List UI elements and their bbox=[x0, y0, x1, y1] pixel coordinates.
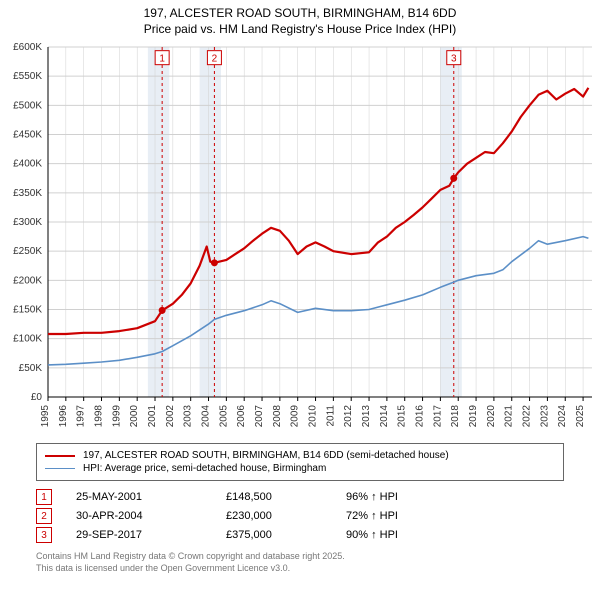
sale-date: 25-MAY-2001 bbox=[76, 491, 226, 503]
svg-text:2015: 2015 bbox=[397, 405, 408, 428]
svg-text:1997: 1997 bbox=[76, 405, 87, 428]
svg-text:2022: 2022 bbox=[522, 405, 533, 428]
svg-text:2012: 2012 bbox=[343, 405, 354, 428]
sale-price: £148,500 bbox=[226, 491, 346, 503]
svg-text:2025: 2025 bbox=[575, 405, 586, 428]
footnote-line: This data is licensed under the Open Gov… bbox=[36, 563, 564, 575]
svg-text:2000: 2000 bbox=[129, 405, 140, 428]
svg-text:£250K: £250K bbox=[13, 246, 42, 257]
svg-text:£350K: £350K bbox=[13, 188, 42, 199]
svg-text:£100K: £100K bbox=[13, 334, 42, 345]
table-row: 1 25-MAY-2001 £148,500 96% ↑ HPI bbox=[36, 489, 564, 505]
svg-text:2006: 2006 bbox=[236, 405, 247, 428]
svg-text:3: 3 bbox=[451, 54, 457, 65]
svg-text:£400K: £400K bbox=[13, 159, 42, 170]
svg-text:2020: 2020 bbox=[486, 405, 497, 428]
svg-text:1995: 1995 bbox=[40, 405, 51, 428]
legend-swatch bbox=[45, 468, 75, 469]
chart-container: 197, ALCESTER ROAD SOUTH, BIRMINGHAM, B1… bbox=[0, 0, 600, 590]
svg-text:£550K: £550K bbox=[13, 71, 42, 82]
footnote: Contains HM Land Registry data © Crown c… bbox=[36, 551, 564, 574]
svg-text:2021: 2021 bbox=[504, 405, 515, 428]
sale-price: £230,000 bbox=[226, 510, 346, 522]
svg-text:2010: 2010 bbox=[308, 405, 319, 428]
svg-text:£500K: £500K bbox=[13, 101, 42, 112]
sale-marker: 2 bbox=[36, 508, 52, 524]
svg-text:2023: 2023 bbox=[539, 405, 550, 428]
title-line-2: Price paid vs. HM Land Registry's House … bbox=[0, 22, 600, 38]
svg-text:2003: 2003 bbox=[183, 405, 194, 428]
sale-hpi: 90% ↑ HPI bbox=[346, 529, 466, 541]
svg-text:2014: 2014 bbox=[379, 405, 390, 428]
sale-hpi: 96% ↑ HPI bbox=[346, 491, 466, 503]
sale-price: £375,000 bbox=[226, 529, 346, 541]
svg-text:1996: 1996 bbox=[58, 405, 69, 428]
svg-text:£450K: £450K bbox=[13, 130, 42, 141]
sale-hpi: 72% ↑ HPI bbox=[346, 510, 466, 522]
legend-item: 197, ALCESTER ROAD SOUTH, BIRMINGHAM, B1… bbox=[45, 450, 555, 461]
svg-text:1: 1 bbox=[159, 54, 165, 65]
svg-text:2007: 2007 bbox=[254, 405, 265, 428]
svg-text:2013: 2013 bbox=[361, 405, 372, 428]
chart-title: 197, ALCESTER ROAD SOUTH, BIRMINGHAM, B1… bbox=[0, 0, 600, 37]
svg-text:£0: £0 bbox=[31, 392, 43, 403]
sale-marker: 1 bbox=[36, 489, 52, 505]
svg-text:2004: 2004 bbox=[201, 405, 212, 428]
legend: 197, ALCESTER ROAD SOUTH, BIRMINGHAM, B1… bbox=[36, 443, 564, 481]
title-line-1: 197, ALCESTER ROAD SOUTH, BIRMINGHAM, B1… bbox=[0, 6, 600, 22]
svg-text:1999: 1999 bbox=[111, 405, 122, 428]
svg-text:2024: 2024 bbox=[557, 405, 568, 428]
sale-date: 29-SEP-2017 bbox=[76, 529, 226, 541]
footnote-line: Contains HM Land Registry data © Crown c… bbox=[36, 551, 564, 563]
svg-text:1998: 1998 bbox=[94, 405, 105, 428]
legend-item: HPI: Average price, semi-detached house,… bbox=[45, 463, 555, 474]
svg-text:2019: 2019 bbox=[468, 405, 479, 428]
legend-label: HPI: Average price, semi-detached house,… bbox=[83, 463, 326, 474]
table-row: 2 30-APR-2004 £230,000 72% ↑ HPI bbox=[36, 508, 564, 524]
svg-text:£50K: £50K bbox=[19, 363, 43, 374]
svg-text:2018: 2018 bbox=[450, 405, 461, 428]
table-row: 3 29-SEP-2017 £375,000 90% ↑ HPI bbox=[36, 527, 564, 543]
svg-text:£300K: £300K bbox=[13, 217, 42, 228]
svg-text:2: 2 bbox=[212, 54, 218, 65]
svg-text:2001: 2001 bbox=[147, 405, 158, 428]
sale-date: 30-APR-2004 bbox=[76, 510, 226, 522]
svg-text:2005: 2005 bbox=[218, 405, 229, 428]
svg-text:2017: 2017 bbox=[432, 405, 443, 428]
svg-text:2011: 2011 bbox=[325, 405, 336, 427]
chart-svg: £0 £50K £100K £150K £200K £250K £300K £350K £400… bbox=[0, 37, 600, 437]
svg-text:2002: 2002 bbox=[165, 405, 176, 428]
svg-text:2016: 2016 bbox=[415, 405, 426, 428]
chart-plot: £0 £50K £100K £150K £200K £250K £300K £350K £400… bbox=[0, 37, 600, 437]
legend-swatch bbox=[45, 455, 75, 457]
svg-text:£600K: £600K bbox=[13, 42, 42, 53]
sales-table: 1 25-MAY-2001 £148,500 96% ↑ HPI 2 30-AP… bbox=[36, 489, 564, 543]
legend-label: 197, ALCESTER ROAD SOUTH, BIRMINGHAM, B1… bbox=[83, 450, 449, 461]
svg-text:£200K: £200K bbox=[13, 276, 42, 287]
sale-marker: 3 bbox=[36, 527, 52, 543]
svg-text:2009: 2009 bbox=[290, 405, 301, 428]
svg-text:£150K: £150K bbox=[13, 305, 42, 316]
svg-text:2008: 2008 bbox=[272, 405, 283, 428]
